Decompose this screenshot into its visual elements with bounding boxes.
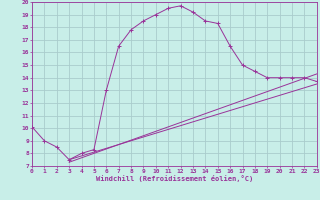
X-axis label: Windchill (Refroidissement éolien,°C): Windchill (Refroidissement éolien,°C) [96,175,253,182]
